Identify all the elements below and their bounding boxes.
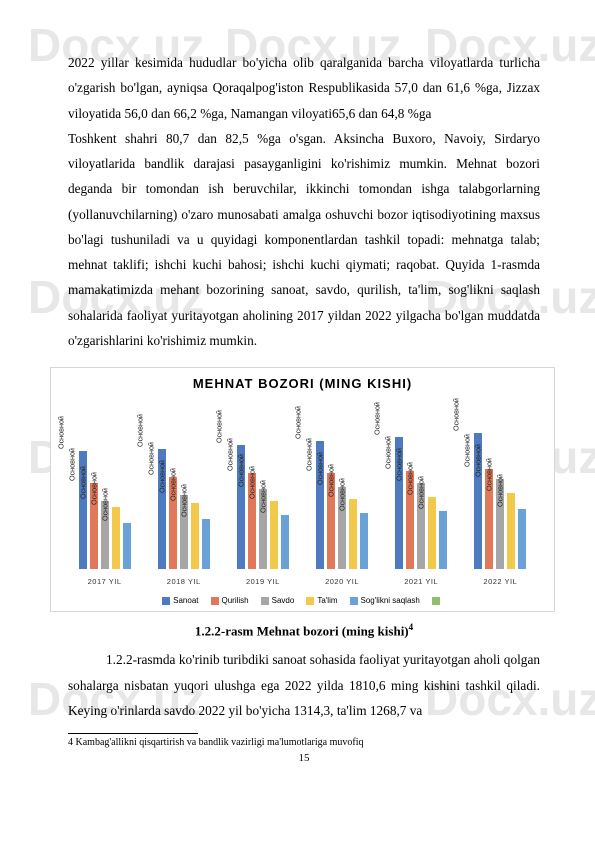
bar-value-label: Основной	[417, 476, 426, 509]
chart-bar: Основной	[349, 499, 357, 569]
chart-bar: Основной	[202, 519, 210, 569]
legend-label: Sog'likni saqlash	[361, 596, 420, 605]
bar-value-label: Основной	[373, 402, 382, 435]
chart-bar: Основной	[191, 503, 199, 569]
x-axis-label: 2021 YIL	[391, 577, 451, 586]
legend-swatch	[211, 597, 219, 605]
bar-value-label: Основной	[406, 462, 415, 495]
legend-swatch	[162, 597, 170, 605]
x-axis-label: 2020 YIL	[312, 577, 372, 586]
legend-label: Sanoat	[173, 596, 198, 605]
legend-label: Ta'lim	[317, 596, 337, 605]
legend-item	[432, 596, 443, 605]
bar-value-label: Основной	[100, 488, 109, 521]
bar-value-label: Основной	[316, 452, 325, 485]
x-axis-label: 2017 YIL	[75, 577, 135, 586]
bar-value-label: Основной	[485, 458, 494, 491]
bar-value-label: Основной	[225, 438, 234, 471]
legend-item: Qurilish	[211, 596, 249, 605]
chart-year-group: ОсновнойОсновнойОсновнойОсновнойОсновной	[79, 397, 131, 569]
chart-bar: Основной	[123, 523, 131, 569]
legend-label: Savdo	[272, 596, 295, 605]
legend-item: Ta'lim	[306, 596, 337, 605]
bar-value-label: Основной	[338, 478, 347, 511]
x-axis-label: 2022 YIL	[470, 577, 530, 586]
chart-plot-area: ОсновнойОсновнойОсновнойОсновнойОсновной…	[61, 397, 544, 569]
footnote-rule	[68, 733, 198, 734]
bar-value-label: Основной	[463, 434, 472, 467]
bar-value-label: Основной	[214, 410, 223, 443]
page-content: 2022 yillar kesimida hududlar bo'yicha o…	[0, 0, 595, 784]
chart-bar: Основной	[360, 513, 368, 569]
chart-bar: Основной	[270, 501, 278, 569]
bar-value-label: Основной	[294, 406, 303, 439]
bar-value-label: Основной	[305, 438, 314, 471]
chart-year-group: ОсновнойОсновнойОсновнойОсновнойОсновной	[474, 397, 526, 569]
x-axis-label: 2018 YIL	[154, 577, 214, 586]
bar-value-label: Основной	[168, 468, 177, 501]
bar-value-label: Основной	[395, 448, 404, 481]
bar-chart: MEHNAT BOZORI (MING KISHI) ОсновнойОснов…	[50, 367, 555, 612]
bar-value-label: Основной	[56, 416, 65, 449]
legend-label: Qurilish	[222, 596, 249, 605]
chart-title: MEHNAT BOZORI (MING KISHI)	[61, 376, 544, 391]
chart-year-group: ОсновнойОсновнойОсновнойОсновнойОсновной	[237, 397, 289, 569]
bar-value-label: Основной	[179, 484, 188, 517]
bar-value-label: Основной	[146, 442, 155, 475]
bar-value-label: Основной	[236, 454, 245, 487]
bar-value-label: Основной	[496, 474, 505, 507]
chart-bar: Основной	[281, 515, 289, 569]
legend-item: Sanoat	[162, 596, 198, 605]
chart-bar: Основной	[112, 507, 120, 569]
chart-x-axis: 2017 YIL 2018 YIL 2019 YIL 2020 YIL 2021 YIL…	[61, 577, 544, 586]
bar-value-label: Основной	[474, 444, 483, 477]
legend-swatch	[350, 597, 358, 605]
bar-value-label: Основной	[89, 472, 98, 505]
paragraph-3: 1.2.2-rasmda ko'rinib turibdiki sanoat s…	[68, 647, 540, 723]
bar-value-label: Основной	[452, 398, 461, 431]
legend-swatch	[261, 597, 269, 605]
bar-value-label: Основной	[157, 460, 166, 493]
legend-swatch	[432, 597, 440, 605]
bar-value-label: Основной	[247, 466, 256, 499]
footnote: 4 Kambag'allikni qisqartirish va bandlik…	[68, 737, 540, 748]
chart-caption: 1.2.2-rasm Mehnat bozori (ming kishi)4	[68, 622, 540, 639]
x-axis-label: 2019 YIL	[233, 577, 293, 586]
bar-value-label: Основной	[135, 414, 144, 447]
chart-bar: Основной	[439, 511, 447, 569]
paragraph-1: 2022 yillar kesimida hududlar bo'yicha o…	[68, 50, 540, 126]
bar-value-label: Основной	[258, 480, 267, 513]
chart-legend: Sanoat Qurilish Savdo Ta'lim Sog'likni saqla…	[61, 596, 544, 605]
legend-item: Sog'likni saqlash	[350, 596, 420, 605]
chart-year-group: ОсновнойОсновнойОсновнойОсновнойОсновной	[158, 397, 210, 569]
chart-year-group: ОсновнойОсновнойОсновнойОсновнойОсновной	[316, 397, 368, 569]
chart-bar: Основной	[507, 493, 515, 569]
legend-item: Savdo	[261, 596, 295, 605]
caption-text: 1.2.2-rasm Mehnat bozori (ming kishi)	[195, 623, 409, 638]
chart-bar: Основной	[518, 509, 526, 569]
bar-value-label: Основной	[327, 464, 336, 497]
bar-value-label: Основной	[384, 436, 393, 469]
chart-bar: Основной	[428, 497, 436, 569]
bar-value-label: Основной	[78, 466, 87, 499]
bar-value-label: Основной	[67, 448, 76, 481]
page-number: 15	[68, 752, 540, 764]
chart-year-group: ОсновнойОсновнойОсновнойОсновнойОсновной	[395, 397, 447, 569]
caption-superscript: 4	[409, 622, 414, 632]
legend-swatch	[306, 597, 314, 605]
paragraph-2: Toshkent shahri 80,7 dan 82,5 %ga o'sgan…	[68, 126, 540, 353]
